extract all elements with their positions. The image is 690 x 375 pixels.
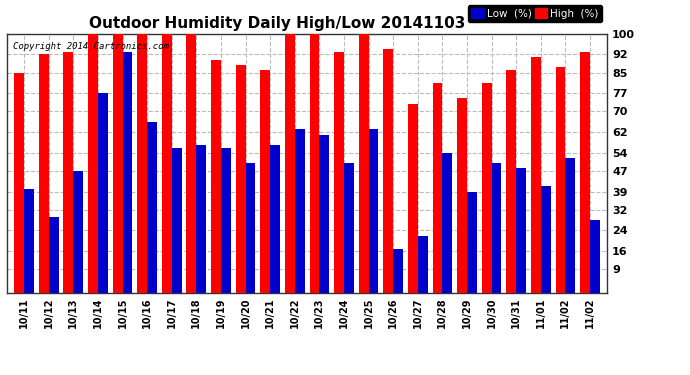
Bar [368,129,378,292]
Bar [310,34,319,292]
Bar [24,189,34,292]
Bar [506,70,516,292]
Bar [49,217,59,292]
Bar [14,73,24,292]
Bar [270,145,280,292]
Bar [197,145,206,292]
Bar [186,34,197,292]
Bar [319,135,329,292]
Bar [482,83,491,292]
Bar [211,60,221,292]
Bar [580,52,590,292]
Bar [531,57,541,292]
Text: Copyright 2014 Cartronics.com: Copyright 2014 Cartronics.com [13,42,169,51]
Bar [246,163,255,292]
Bar [541,186,551,292]
Bar [63,52,73,292]
Bar [491,163,502,292]
Bar [442,153,452,292]
Bar [590,220,600,292]
Bar [162,34,172,292]
Bar [516,168,526,292]
Bar [384,49,393,292]
Bar [457,99,467,292]
Bar [285,34,295,292]
Bar [467,192,477,292]
Bar [112,34,123,292]
Bar [393,249,403,292]
Bar [408,104,417,292]
Bar [555,68,565,292]
Bar [221,148,230,292]
Bar [88,34,98,292]
Legend: Low  (%), High  (%): Low (%), High (%) [468,5,602,22]
Bar [147,122,157,292]
Bar [39,54,49,292]
Bar [123,52,132,292]
Bar [98,93,108,292]
Bar [260,70,270,292]
Bar [137,34,147,292]
Bar [295,129,304,292]
Bar [172,148,181,292]
Bar [433,83,442,292]
Bar [236,65,246,292]
Bar [359,34,368,292]
Bar [344,163,354,292]
Title: Outdoor Humidity Daily High/Low 20141103: Outdoor Humidity Daily High/Low 20141103 [89,16,465,31]
Bar [565,158,575,292]
Bar [73,171,83,292]
Bar [417,236,428,292]
Bar [334,52,344,292]
